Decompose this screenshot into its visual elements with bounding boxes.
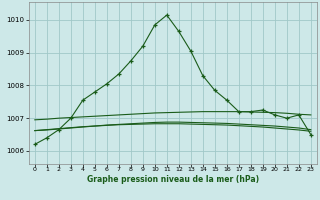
X-axis label: Graphe pression niveau de la mer (hPa): Graphe pression niveau de la mer (hPa) xyxy=(87,175,259,184)
